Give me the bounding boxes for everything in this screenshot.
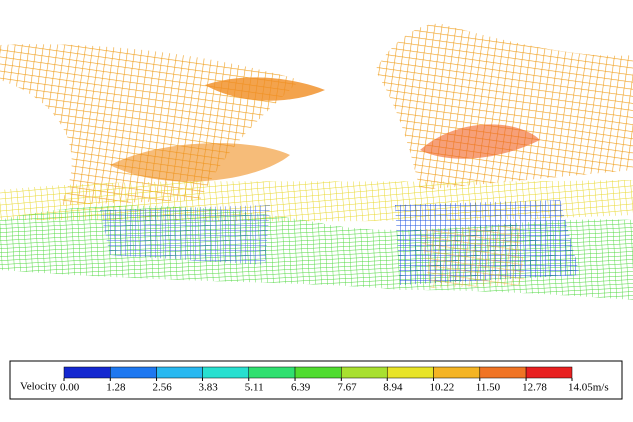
tick-label: 3.83 xyxy=(198,382,218,394)
legend-label: Velocity xyxy=(20,381,57,393)
colorbar-segment xyxy=(386,366,434,379)
tick-label: 8.94 xyxy=(383,382,403,394)
tick-label: 6.39 xyxy=(291,382,311,394)
tick-label: 14.05m/s xyxy=(568,382,609,394)
colorbar-segment xyxy=(248,366,296,379)
colorbar-segment xyxy=(156,366,203,379)
tick-label: 5.11 xyxy=(245,382,264,394)
tick-label: 7.67 xyxy=(337,382,357,394)
tick-label: 11.50 xyxy=(476,382,501,394)
colorbar-segment xyxy=(525,366,573,379)
cfd-render xyxy=(0,23,633,300)
colorbar-segment xyxy=(202,366,250,379)
tick-label: 12.78 xyxy=(522,382,547,394)
colorbar-segment xyxy=(341,366,388,379)
colorbar-segment xyxy=(294,366,342,379)
tick-label: 0.00 xyxy=(60,382,80,394)
colorbar-segment xyxy=(433,366,481,379)
colorbar-segment xyxy=(479,366,527,379)
tick-label: 1.28 xyxy=(106,382,126,394)
colorbar-segment xyxy=(63,366,111,379)
colorbar-segment xyxy=(110,366,157,379)
tick-label: 10.22 xyxy=(430,382,455,394)
tick-label: 2.56 xyxy=(153,382,173,394)
